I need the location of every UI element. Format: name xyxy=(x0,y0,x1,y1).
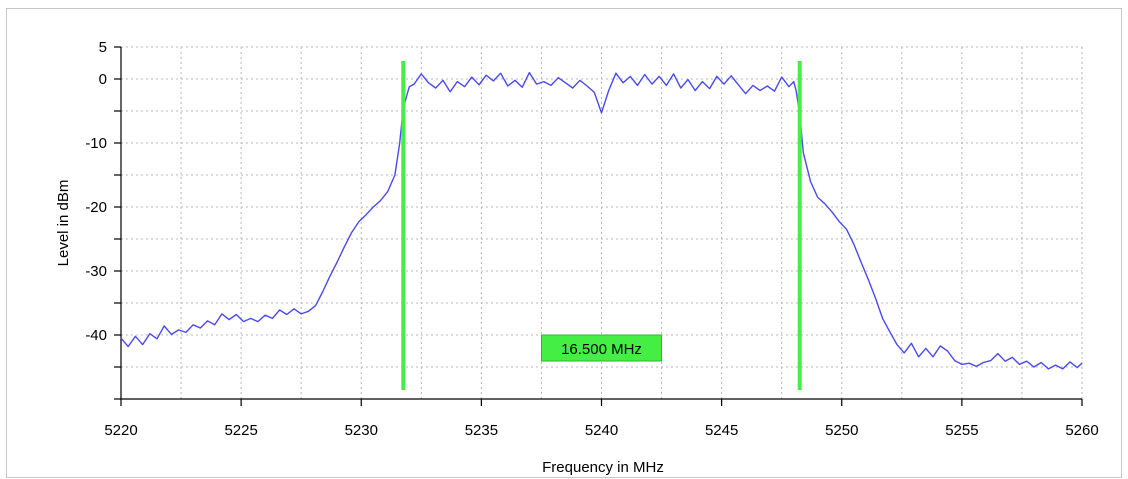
x-tick-label: 5250 xyxy=(825,422,858,439)
y-tick-label: -40 xyxy=(85,327,107,344)
bandwidth-label: 16.500 MHz xyxy=(561,341,642,358)
series-line xyxy=(120,71,1083,370)
y-tick-label: 5 xyxy=(99,39,107,56)
axes: 5 0 -10 -20 -30 -40 5220 5225 5230 5235 5240 5245 52… xyxy=(85,39,1098,439)
y-tick-label: -20 xyxy=(85,199,107,216)
x-tick-label: 5225 xyxy=(224,422,257,439)
x-tick-label: 5255 xyxy=(945,422,978,439)
x-tick-label: 5245 xyxy=(705,422,738,439)
x-tick-label: 5220 xyxy=(104,422,137,439)
x-axis-title: Frequency in MHz xyxy=(542,459,664,476)
x-tick-label: 5230 xyxy=(345,422,378,439)
bandwidth-label-box xyxy=(541,334,662,362)
spectrum-chart: 5 0 -10 -20 -30 -40 5220 5225 5230 5235 5240 5245 52… xyxy=(55,39,1099,476)
y-axis-title: Level in dBm xyxy=(55,180,72,267)
x-tick-label: 5240 xyxy=(585,422,618,439)
chart-frame: 5 0 -10 -20 -30 -40 5220 5225 5230 5235 5240 5245 52… xyxy=(6,8,1122,478)
y-tick-label: -10 xyxy=(85,135,107,152)
x-tick-label: 5260 xyxy=(1065,422,1098,439)
y-tick-label: 0 xyxy=(99,71,107,88)
marker-layer: 16.500 MHz xyxy=(401,61,802,390)
y-tick-label: -30 xyxy=(85,263,107,280)
x-tick-label: 5235 xyxy=(465,422,498,439)
series-layer xyxy=(120,71,1083,370)
